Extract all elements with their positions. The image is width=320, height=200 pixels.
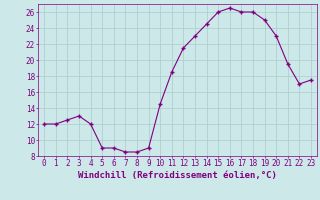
X-axis label: Windchill (Refroidissement éolien,°C): Windchill (Refroidissement éolien,°C) <box>78 171 277 180</box>
